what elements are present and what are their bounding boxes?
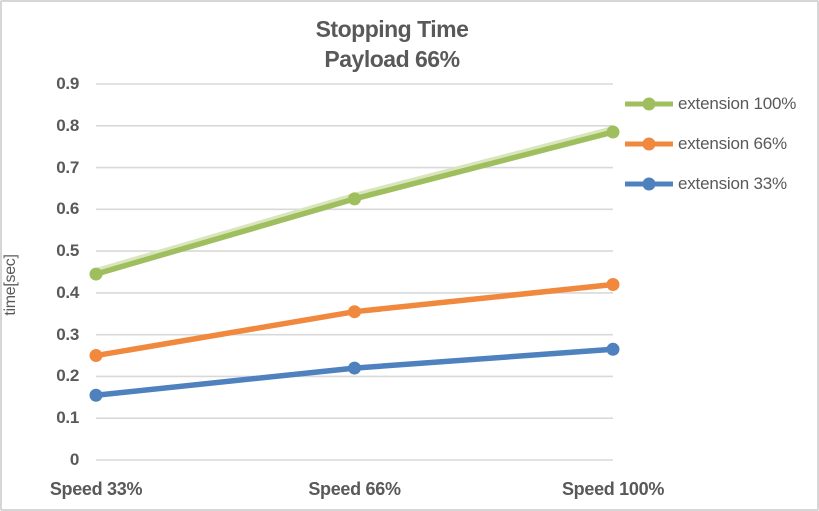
x-tick-label: Speed 100% <box>561 479 665 499</box>
x-tick-label: Speed 66% <box>308 479 401 499</box>
data-point-marker <box>348 361 361 375</box>
chart-title-line-2: Payload 66% <box>324 46 460 72</box>
legend-label: extension 66% <box>678 134 787 153</box>
data-point-marker <box>348 305 361 319</box>
y-tick-label: 0.4 <box>56 282 79 302</box>
y-tick-label: 0.9 <box>56 74 79 93</box>
data-point-marker <box>606 342 620 356</box>
series-line <box>93 346 616 398</box>
y-tick-label: 0.6 <box>56 199 79 219</box>
data-point-marker <box>606 125 620 139</box>
legend-swatch-icon <box>625 97 673 111</box>
legend-item: extension 33% <box>623 170 796 198</box>
series-line-halo <box>92 126 617 276</box>
data-point-marker <box>89 349 103 363</box>
y-tick-label: 0.2 <box>56 366 79 386</box>
series-line <box>93 281 616 359</box>
y-tick-label: 0 <box>69 450 79 469</box>
x-tick-label: Speed 33% <box>49 479 143 499</box>
legend-item: extension 100% <box>623 90 796 118</box>
legend-swatch-icon <box>625 137 673 151</box>
series-line <box>93 129 616 277</box>
chart-title: Stopping Time Payload 66% <box>2 14 782 74</box>
chart-title-line-1: Stopping Time <box>315 16 469 42</box>
data-point-marker <box>89 388 103 402</box>
y-tick-label: 0.1 <box>56 408 79 428</box>
y-tick-label: 0.7 <box>56 157 79 177</box>
legend-label: extension 100% <box>678 94 797 113</box>
chart-legend: extension 100% extension 66% extension 33% <box>623 90 796 210</box>
y-axis-title: time[sec] <box>2 254 19 316</box>
data-point-marker <box>89 267 103 281</box>
data-point-marker <box>606 278 620 292</box>
y-tick-label: 0.5 <box>56 241 79 261</box>
y-tick-label: 0.8 <box>56 115 79 135</box>
legend-item: extension 66% <box>623 130 796 158</box>
legend-label: extension 33% <box>678 174 787 193</box>
legend-swatch-icon <box>625 177 673 191</box>
y-tick-label: 0.3 <box>56 324 79 344</box>
data-point-marker <box>348 192 361 206</box>
